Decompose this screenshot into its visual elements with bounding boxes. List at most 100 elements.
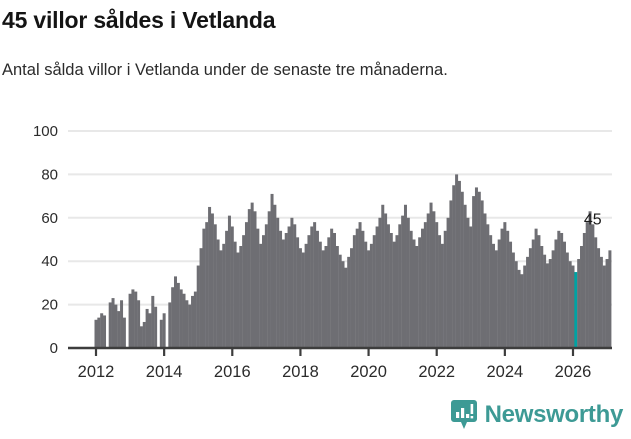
x-axis-tick-label: 2018: [282, 363, 319, 381]
bar: [460, 191, 464, 348]
bar: [381, 204, 385, 348]
bar: [139, 326, 143, 348]
bar: [375, 226, 379, 348]
bar: [216, 239, 220, 348]
bar: [438, 235, 442, 348]
bar: [202, 228, 206, 348]
bar: [284, 232, 288, 348]
bar: [452, 185, 456, 348]
bar: [108, 302, 112, 348]
bar: [421, 228, 425, 348]
bar: [128, 293, 132, 348]
bar: [293, 224, 297, 348]
page-title: 45 villor såldes i Vetlanda: [2, 7, 276, 33]
bar: [597, 248, 601, 348]
bar: [131, 289, 135, 348]
bar: [506, 230, 510, 348]
bar: [531, 239, 535, 348]
bar: [310, 226, 314, 348]
bar: [486, 224, 490, 348]
bar: [585, 222, 589, 348]
bar: [534, 228, 538, 348]
bar: [188, 304, 192, 348]
bar: [474, 187, 478, 348]
bar: [401, 215, 405, 348]
bar: [259, 243, 263, 348]
bar: [142, 321, 146, 348]
x-axis-tick-label: 2012: [78, 363, 115, 381]
bar: [503, 222, 507, 348]
bar: [225, 230, 229, 348]
bar: [222, 243, 226, 348]
bar: [543, 254, 547, 348]
bar: [483, 213, 487, 348]
bar: [608, 250, 612, 348]
y-axis-tick-label: 0: [50, 340, 58, 357]
y-axis-tick-label: 100: [33, 123, 58, 140]
bar: [480, 200, 484, 348]
bar: [256, 228, 260, 348]
bar: [100, 313, 104, 348]
bar: [528, 248, 532, 348]
bar: [449, 200, 453, 348]
chart-canvas: 0 20 40 60 80 100 2012 2014 2016 2018 2020 2022 2024…: [33, 123, 612, 381]
bar: [423, 222, 427, 348]
bar: [270, 193, 274, 348]
bar: [290, 217, 294, 348]
bar: [264, 224, 268, 348]
bar: [418, 237, 422, 348]
bar: [148, 313, 152, 348]
bar: [429, 202, 433, 348]
highlighted-bar: [574, 272, 578, 348]
x-axis-tick-label: 2024: [486, 363, 523, 381]
bar: [551, 250, 555, 348]
bar: [472, 196, 476, 348]
bar: [154, 306, 158, 348]
x-axis-tick-label: 2026: [555, 363, 592, 381]
bar: [520, 274, 524, 348]
bar: [185, 300, 189, 348]
bar: [347, 256, 351, 348]
bar: [497, 239, 501, 348]
bar: [205, 222, 209, 348]
bar: [545, 263, 549, 348]
bar-chart: 0 20 40 60 80 100 2012 2014 2016 2018 2020 2022 2024…: [0, 120, 631, 390]
bar: [296, 237, 300, 348]
bar: [560, 232, 564, 348]
bar: [134, 291, 138, 348]
bar: [432, 211, 436, 348]
bar: [341, 261, 345, 348]
bar: [335, 246, 339, 348]
bar: [446, 217, 450, 348]
bar: [511, 252, 515, 348]
bar: [179, 289, 183, 348]
bar: [364, 241, 368, 348]
bar: [273, 204, 277, 348]
bar: [469, 226, 473, 348]
bar: [333, 232, 336, 348]
bar: [114, 304, 118, 348]
bar: [369, 243, 373, 348]
bar: [514, 261, 518, 348]
bar: [279, 230, 283, 348]
bar: [500, 228, 504, 348]
bar: [403, 204, 407, 348]
bar: [562, 241, 566, 348]
bar: [568, 261, 572, 348]
bar: [395, 235, 399, 348]
bar: [577, 259, 581, 348]
bar: [236, 252, 240, 348]
bar: [171, 287, 175, 348]
bar: [571, 265, 575, 348]
bar: [372, 235, 376, 348]
bar: [145, 308, 149, 348]
y-axis-tick-label: 80: [41, 166, 58, 183]
bar: [435, 222, 439, 348]
bar: [509, 241, 513, 348]
bar: [599, 256, 603, 348]
bar: [174, 276, 177, 348]
bar: [409, 230, 413, 348]
bar: [199, 248, 203, 348]
bar: [242, 235, 246, 348]
